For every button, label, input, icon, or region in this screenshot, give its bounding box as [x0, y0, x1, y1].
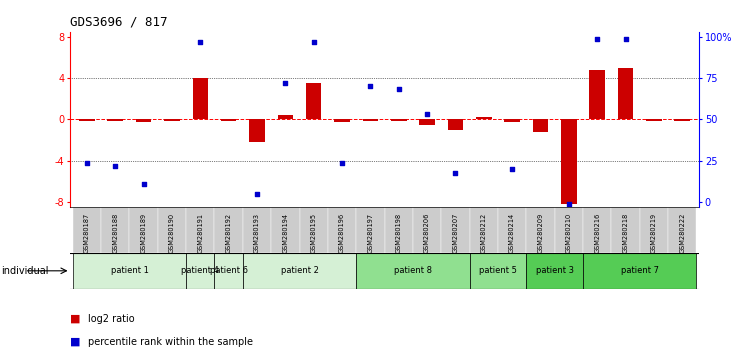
Bar — [618, 68, 633, 120]
Point — [110, 163, 121, 169]
Text: GSM280188: GSM280188 — [113, 213, 118, 253]
Text: patient 3: patient 3 — [536, 266, 573, 275]
Point — [251, 191, 263, 196]
Text: patient 7: patient 7 — [620, 266, 659, 275]
Point — [81, 160, 93, 166]
Text: GSM280195: GSM280195 — [311, 213, 316, 253]
Bar — [107, 120, 123, 121]
Text: GSM280219: GSM280219 — [651, 213, 657, 253]
Text: log2 ratio: log2 ratio — [88, 314, 135, 324]
Text: GSM280191: GSM280191 — [197, 213, 203, 253]
Bar — [470, 253, 526, 289]
Bar — [555, 207, 583, 253]
Text: GDS3696 / 817: GDS3696 / 817 — [70, 16, 167, 29]
Bar — [640, 207, 668, 253]
Point — [506, 166, 518, 172]
Bar — [73, 253, 186, 289]
Text: patient 1: patient 1 — [110, 266, 149, 275]
Text: GSM280194: GSM280194 — [283, 213, 289, 253]
Bar — [243, 207, 271, 253]
Text: GSM280218: GSM280218 — [623, 213, 629, 253]
Bar — [476, 118, 492, 120]
Text: GSM280209: GSM280209 — [537, 213, 543, 253]
Text: individual: individual — [1, 266, 49, 276]
Text: patient 4: patient 4 — [181, 266, 219, 275]
Text: GSM280210: GSM280210 — [566, 213, 572, 253]
Text: patient 2: patient 2 — [280, 266, 319, 275]
Bar — [583, 253, 696, 289]
Bar — [277, 115, 293, 120]
Text: GSM280206: GSM280206 — [424, 213, 430, 253]
Bar — [271, 207, 300, 253]
Bar — [101, 207, 130, 253]
Bar — [413, 207, 442, 253]
Text: GSM280214: GSM280214 — [509, 213, 515, 253]
Point — [138, 182, 149, 187]
Text: GSM280193: GSM280193 — [254, 213, 260, 253]
Bar — [391, 120, 406, 121]
Text: GSM280216: GSM280216 — [594, 213, 600, 253]
Bar — [300, 207, 328, 253]
Point — [393, 86, 405, 91]
Text: percentile rank within the sample: percentile rank within the sample — [88, 337, 253, 347]
Text: ■: ■ — [70, 337, 80, 347]
Bar — [158, 207, 186, 253]
Text: GSM280222: GSM280222 — [679, 213, 685, 253]
Point — [280, 81, 291, 86]
Bar — [73, 207, 101, 253]
Bar — [504, 120, 520, 121]
Point — [308, 39, 319, 45]
Bar — [442, 207, 470, 253]
Bar — [668, 207, 696, 253]
Text: GSM280190: GSM280190 — [169, 213, 175, 253]
Point — [620, 36, 631, 42]
Bar — [136, 120, 152, 121]
Bar — [243, 253, 356, 289]
Bar — [533, 120, 548, 132]
Bar — [526, 207, 555, 253]
Bar — [612, 207, 640, 253]
Bar — [130, 207, 158, 253]
Text: GSM280192: GSM280192 — [226, 213, 232, 253]
Text: GSM280197: GSM280197 — [367, 213, 373, 253]
Bar — [193, 78, 208, 120]
Point — [421, 112, 433, 117]
Bar — [214, 253, 243, 289]
Text: GSM280207: GSM280207 — [453, 213, 459, 253]
Bar — [186, 207, 214, 253]
Point — [563, 201, 575, 207]
Bar — [590, 70, 605, 120]
Bar — [447, 120, 463, 130]
Bar — [186, 253, 214, 289]
Bar — [420, 120, 435, 125]
Text: GSM280198: GSM280198 — [396, 213, 402, 253]
Bar — [561, 120, 576, 204]
Text: GSM280212: GSM280212 — [481, 213, 486, 253]
Text: GSM280187: GSM280187 — [84, 213, 90, 253]
Point — [591, 36, 603, 42]
Bar — [470, 207, 498, 253]
Bar — [334, 120, 350, 121]
Bar — [526, 253, 583, 289]
Bar — [356, 207, 384, 253]
Bar — [328, 207, 356, 253]
Text: patient 5: patient 5 — [479, 266, 517, 275]
Bar — [356, 253, 470, 289]
Bar — [583, 207, 612, 253]
Bar — [214, 207, 243, 253]
Bar — [250, 120, 265, 142]
Text: patient 8: patient 8 — [394, 266, 432, 275]
Point — [450, 170, 461, 176]
Point — [364, 84, 376, 89]
Text: GSM280196: GSM280196 — [339, 213, 345, 253]
Bar — [498, 207, 526, 253]
Bar — [306, 84, 322, 120]
Text: GSM280189: GSM280189 — [141, 213, 146, 253]
Text: ■: ■ — [70, 314, 80, 324]
Point — [336, 160, 348, 166]
Point — [194, 39, 206, 45]
Text: patient 6: patient 6 — [210, 266, 247, 275]
Bar — [384, 207, 413, 253]
